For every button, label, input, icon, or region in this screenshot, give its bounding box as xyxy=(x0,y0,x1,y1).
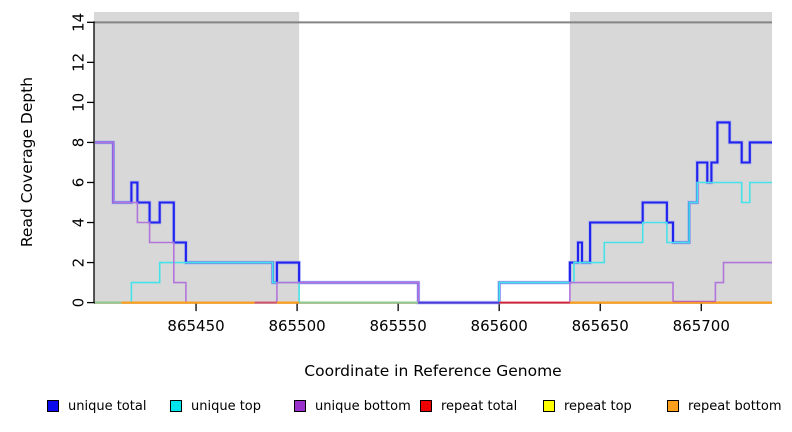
x-tick-label: 865700 xyxy=(673,317,730,335)
y-tick-label: 6 xyxy=(70,178,88,188)
legend-swatch-repeat-top xyxy=(543,400,555,412)
y-tick-label: 10 xyxy=(70,93,88,112)
series-line-unique-total xyxy=(95,121,772,304)
legend-item-repeat-top: repeat top xyxy=(543,398,632,414)
legend-item-repeat-total: repeat total xyxy=(420,398,517,414)
legend-swatch-repeat-total xyxy=(420,400,432,412)
x-tick-label: 865450 xyxy=(167,317,224,335)
legend-item-repeat-bottom: repeat bottom xyxy=(667,398,782,414)
y-axis-label: Read Coverage Depth xyxy=(18,76,36,248)
y-tick-label: 12 xyxy=(70,53,88,72)
x-tick-label: 865550 xyxy=(370,317,427,335)
legend-label: unique top xyxy=(191,398,262,414)
legend-label: repeat total xyxy=(441,398,518,414)
legend-label: repeat bottom xyxy=(688,398,782,414)
y-tick-label: 2 xyxy=(70,258,88,268)
legend-label: unique total xyxy=(68,398,147,414)
legend-label: unique bottom xyxy=(315,398,411,414)
series-line-unique-top xyxy=(95,181,772,304)
legend-swatch-unique-top xyxy=(170,400,182,412)
y-tick-label: 8 xyxy=(70,138,88,148)
x-tick-label: 865500 xyxy=(268,317,325,335)
legend-item-unique-total: unique total xyxy=(47,398,146,414)
y-tick-label: 14 xyxy=(70,13,88,32)
legend-swatch-repeat-bottom xyxy=(667,400,679,412)
repeat-region-1 xyxy=(94,12,300,303)
legend-item-unique-top: unique top xyxy=(170,398,261,414)
x-tick-label: 865650 xyxy=(572,317,629,335)
y-tick-label: 0 xyxy=(70,298,88,308)
legend-item-unique-bottom: unique bottom xyxy=(294,398,411,414)
legend: unique total unique top unique bottom repea… xyxy=(0,398,792,418)
y-tick-label: 4 xyxy=(70,218,88,228)
legend-swatch-unique-total xyxy=(47,400,59,412)
legend-swatch-unique-bottom xyxy=(294,400,306,412)
legend-label: repeat top xyxy=(564,398,632,414)
x-tick-label: 865600 xyxy=(471,317,528,335)
x-axis-label: Coordinate in Reference Genome xyxy=(304,362,562,380)
series-line-unique-bottom xyxy=(95,141,772,304)
